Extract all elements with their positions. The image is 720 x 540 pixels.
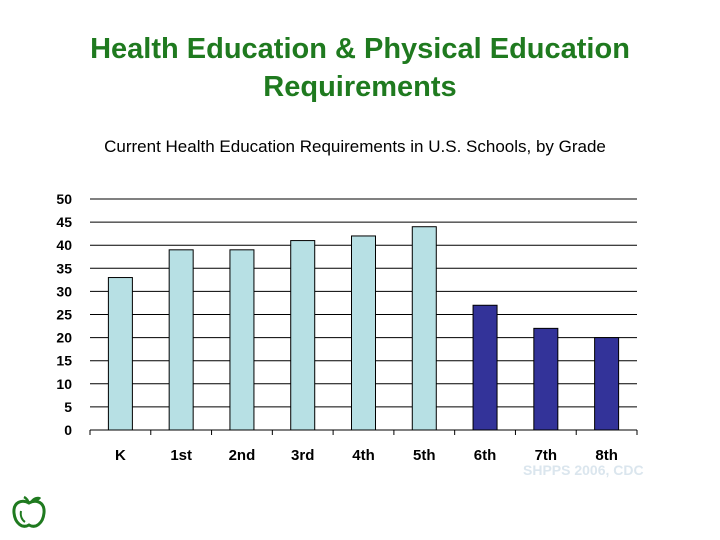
slide-title-line2: Requirements [263, 71, 457, 103]
y-tick-label: 15 [56, 353, 72, 369]
bar-8th [594, 337, 620, 431]
apple-icon [12, 495, 46, 528]
y-tick-label: 35 [56, 260, 72, 276]
slide-title: Health Education & Physical Education Re… [0, 30, 720, 106]
x-tick-label: 1st [170, 447, 192, 464]
x-tick-label: 8th [595, 447, 618, 464]
bar-1st [168, 249, 194, 431]
x-tick-label: 6th [474, 447, 497, 464]
x-tick-label: 5th [413, 447, 436, 464]
source-note: SHPPS 2006, CDC [523, 462, 644, 478]
x-tick-label: 4th [352, 447, 375, 464]
slide-title-line1: Health Education & Physical Education [90, 33, 630, 65]
bar-6th [472, 304, 498, 431]
bar-4th [351, 235, 376, 431]
y-tick-label: 25 [56, 307, 72, 323]
chart-title: Current Health Education Requirements in… [104, 137, 606, 156]
bar-K [107, 277, 133, 431]
y-tick-label: 50 [56, 191, 72, 207]
bar-5th [411, 226, 437, 431]
y-tick-label: 40 [56, 237, 72, 253]
y-tick-label: 0 [64, 422, 72, 438]
x-tick-label: 3rd [291, 447, 314, 464]
bar-3rd [290, 240, 316, 431]
y-tick-label: 5 [64, 399, 72, 415]
y-tick-label: 20 [56, 330, 72, 346]
x-tick-label: K [115, 447, 126, 464]
bar-7th [533, 327, 559, 431]
y-tick-label: 45 [56, 214, 72, 230]
y-tick-label: 10 [56, 376, 72, 392]
x-tick-label: 2nd [229, 447, 256, 464]
y-tick-label: 30 [56, 283, 72, 299]
x-tick-label: 7th [535, 447, 558, 464]
bar-2nd [229, 249, 255, 431]
